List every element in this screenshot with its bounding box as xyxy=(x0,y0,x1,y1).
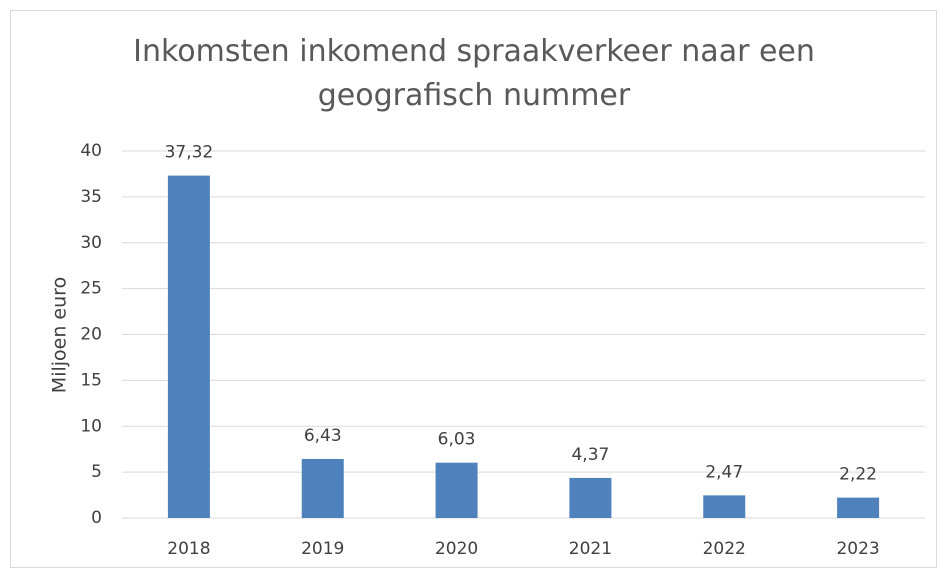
y-tick-label: 30 xyxy=(80,233,102,253)
data-label: 6,03 xyxy=(438,430,476,450)
bar xyxy=(837,497,880,518)
data-label: 2,22 xyxy=(839,465,877,485)
y-tick-label: 0 xyxy=(91,508,102,528)
chart-title: Inkomsten inkomend spraakverkeer naar ee… xyxy=(133,34,815,113)
y-tick-label: 20 xyxy=(80,325,102,345)
y-tick-label: 5 xyxy=(91,462,102,482)
y-tick-label: 35 xyxy=(80,187,102,207)
x-tick-label: 2021 xyxy=(569,539,612,559)
y-tick-label: 10 xyxy=(80,416,102,436)
x-tick-label: 2023 xyxy=(836,539,879,559)
y-tick-label: 25 xyxy=(80,279,102,299)
bar xyxy=(703,495,746,518)
x-tick-label: 2019 xyxy=(301,539,344,559)
bar xyxy=(569,477,612,518)
data-label: 37,32 xyxy=(165,143,214,163)
bar xyxy=(167,175,210,519)
bar xyxy=(301,459,344,518)
x-tick-label: 2022 xyxy=(703,539,746,559)
x-tick-label: 2020 xyxy=(435,539,478,559)
data-label: 6,43 xyxy=(304,426,342,446)
y-tick-label: 15 xyxy=(80,370,102,390)
data-label: 2,47 xyxy=(705,462,743,482)
data-label: 4,37 xyxy=(571,445,609,465)
x-tick-label: 2018 xyxy=(167,539,210,559)
bar xyxy=(435,462,478,518)
y-tick-label: 40 xyxy=(80,141,102,161)
y-axis-label: Miljoen euro xyxy=(49,277,71,393)
